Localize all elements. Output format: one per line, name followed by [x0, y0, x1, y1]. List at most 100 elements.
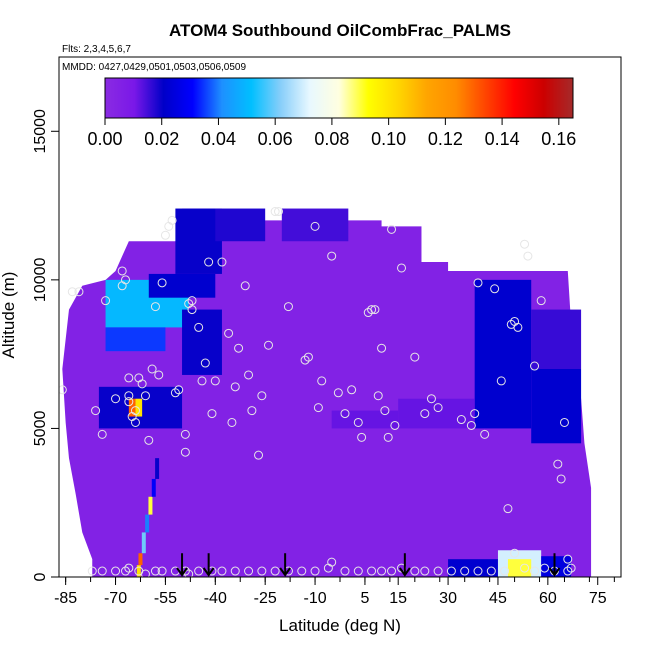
- data-point: [167, 215, 177, 225]
- data-point: [270, 207, 280, 217]
- data-point: [257, 391, 267, 401]
- data-point: [530, 361, 540, 371]
- data-point: [140, 569, 150, 577]
- data-point: [240, 281, 250, 291]
- data-point: [130, 406, 140, 416]
- data-point: [97, 429, 107, 439]
- colorbar-tick-label: 0.12: [428, 129, 463, 149]
- data-point: [247, 406, 257, 416]
- data-point: [556, 474, 566, 484]
- data-point: [426, 394, 436, 404]
- colorbar-tick-label: 0.04: [201, 129, 236, 149]
- data-point: [433, 566, 443, 576]
- data-point: [91, 406, 101, 416]
- data-point: [160, 230, 170, 240]
- data-point: [470, 409, 480, 419]
- data-point: [460, 566, 470, 576]
- data-point: [111, 566, 121, 576]
- data-point: [157, 566, 167, 576]
- data-point: [140, 391, 150, 401]
- flight-arrow: [399, 553, 411, 577]
- data-point: [224, 328, 234, 338]
- heatmap-cell: [448, 559, 498, 577]
- heatmap-cell: [507, 559, 532, 577]
- data-point: [257, 566, 267, 576]
- data-point: [227, 417, 237, 427]
- data-point: [313, 403, 323, 413]
- colorbar-ticks: 0.00 0.02 0.04 0.06 0.08 0.10 0.12 0.14 0.16: [87, 118, 576, 149]
- data-point: [310, 221, 320, 231]
- plume-cell: [155, 458, 160, 479]
- data-point: [264, 340, 274, 350]
- data-point: [303, 352, 313, 362]
- flight-arrow: [176, 553, 188, 577]
- data-point: [180, 447, 190, 457]
- x-tick-label: -10: [303, 590, 326, 607]
- x-tick-label: 45: [489, 590, 507, 607]
- data-point: [410, 566, 420, 576]
- y-tick-label: 10000: [32, 258, 49, 303]
- x-tick-label: 30: [439, 590, 457, 607]
- data-point: [353, 417, 363, 427]
- data-point: [244, 566, 254, 576]
- x-tick-label: -85: [54, 590, 77, 607]
- plume-cell: [145, 514, 150, 533]
- data-point: [420, 566, 430, 576]
- heatmap-cell: [175, 208, 222, 274]
- heatmap-cell: [215, 208, 266, 242]
- data-point: [283, 302, 293, 312]
- heatmap-cell: [474, 279, 532, 429]
- colorbar-tick-label: 0.02: [144, 129, 179, 149]
- data-point: [187, 296, 197, 306]
- data-point: [217, 566, 227, 576]
- flight-arrow: [279, 553, 291, 577]
- heatmap-cell: [531, 369, 582, 444]
- data-point: [210, 376, 220, 386]
- data-point: [273, 207, 283, 217]
- x-tick-label: 5: [360, 590, 369, 607]
- data-point: [207, 409, 217, 419]
- data-point: [377, 343, 387, 353]
- data-point: [370, 305, 380, 315]
- flight-arrow: [202, 553, 215, 577]
- data-point: [147, 364, 157, 374]
- data-point: [496, 376, 506, 386]
- data-point: [254, 450, 264, 460]
- heatmap-field: [62, 208, 592, 577]
- data-point: [130, 417, 140, 427]
- heatmap-cell: [531, 309, 582, 369]
- data-point: [553, 459, 563, 469]
- data-point: [480, 429, 490, 439]
- data-point: [466, 420, 476, 430]
- flights-subtitle: Flts: 2,3,4,5,6,7: [62, 44, 131, 55]
- data-point: [154, 370, 164, 380]
- data-point: [340, 409, 350, 419]
- x-tick-label: -40: [204, 590, 227, 607]
- data-point: [510, 548, 520, 558]
- flight-arrows: [176, 553, 561, 577]
- data-point: [124, 391, 134, 401]
- data-point: [383, 432, 393, 442]
- plume-cell: [151, 478, 156, 497]
- colorbar-tick-label: 0.14: [485, 129, 520, 149]
- data-point: [187, 305, 197, 315]
- heatmap-background: [62, 208, 592, 577]
- data-point: [367, 305, 377, 315]
- heatmap-cell: [398, 398, 475, 429]
- data-point: [500, 566, 510, 576]
- observation-points: [59, 207, 576, 577]
- data-point: [217, 257, 227, 267]
- data-point: [357, 432, 367, 442]
- heatmap-cell: [105, 327, 166, 352]
- data-point: [340, 566, 350, 576]
- data-point: [204, 257, 214, 267]
- data-point: [347, 385, 357, 395]
- flight-arrow: [548, 553, 561, 577]
- x-tick-label: 15: [389, 590, 407, 607]
- colorbar-tick-label: 0.16: [541, 129, 576, 149]
- data-point: [137, 379, 147, 389]
- data-point: [390, 420, 400, 430]
- data-point: [486, 566, 496, 576]
- colorbar-gradient: [104, 77, 574, 119]
- data-point: [559, 417, 569, 427]
